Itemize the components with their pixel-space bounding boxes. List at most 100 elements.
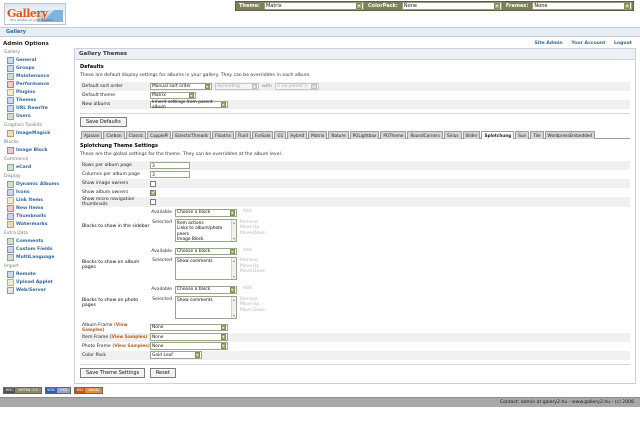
tab-floatrix[interactable]: Floatrix	[212, 131, 234, 139]
sidebar-item-imagemagick[interactable]: ImageMagick	[3, 129, 70, 137]
tab-carbon[interactable]: Carbon	[103, 131, 125, 139]
theme-select[interactable]: Matrix ▾	[263, 2, 364, 10]
album-selected-listbox[interactable]: Show comments ▴ ▾	[175, 257, 237, 280]
sidebar-item-upload-applet[interactable]: Upload Applet	[3, 278, 70, 286]
logout-link[interactable]: Logout	[614, 41, 632, 46]
photo-available-select[interactable]: Choose a block ▾	[175, 286, 237, 294]
sidebar-item-plugins[interactable]: Plugins	[3, 88, 70, 96]
sidebar-add-button[interactable]: Add	[243, 209, 252, 214]
tab-eclecticthreads[interactable]: EclecticThreads	[172, 131, 212, 139]
columns-per-album-page-input[interactable]: 3	[150, 170, 190, 179]
photo-selected-listbox[interactable]: Show comments ▴ ▾	[175, 295, 237, 319]
tab-pgtheme[interactable]: PGTheme	[380, 131, 407, 139]
sidebar-remove-button[interactable]: Remove	[240, 219, 258, 225]
tab-sirius[interactable]: Sirius	[443, 131, 462, 139]
site-admin-link[interactable]: Site Admin	[534, 41, 563, 46]
photo-remove-button[interactable]: Remove	[240, 296, 258, 302]
gallery-logo[interactable]: Gallery Your photos on your website	[4, 3, 66, 25]
item-frame-select[interactable]: None ▾	[150, 333, 228, 341]
list-item[interactable]: Item actions	[177, 220, 204, 226]
sidebar-item-image-block[interactable]: Image Block	[3, 146, 70, 154]
default-theme-select[interactable]: Matrix ▾	[150, 91, 196, 100]
tab-nature[interactable]: Nature	[328, 131, 349, 139]
sidebar-item-dynamic-albums[interactable]: Dynamic Albums	[3, 180, 70, 188]
sidebar-item-url-rewrite[interactable]: URL Rewrite	[3, 104, 70, 112]
album-add-button[interactable]: Add	[243, 247, 252, 253]
album-remove-button[interactable]: Remove	[240, 258, 258, 263]
photo-moveup-button[interactable]: Move Up	[240, 302, 260, 307]
photo-movedown-button[interactable]: Move Down	[240, 307, 266, 313]
tab-sun[interactable]: Sun	[515, 131, 530, 139]
sidebar-movedown-button[interactable]: Move Down	[240, 230, 266, 236]
tab-fluid[interactable]: Fluid	[234, 131, 251, 139]
tab-g1[interactable]: G1	[274, 131, 287, 139]
sidebar-available-select[interactable]: Choose a block ▾	[175, 209, 237, 217]
frames-select[interactable]: None ▾	[532, 2, 633, 10]
color-pack-select[interactable]: Gold Leaf ▾	[150, 351, 202, 359]
tab-splotchung[interactable]: Splotchung	[481, 131, 515, 139]
sidebar-item-watermarks[interactable]: Watermarks	[3, 220, 70, 228]
colorpack-select[interactable]: None ▾	[401, 2, 502, 10]
tab-roundcorners[interactable]: RoundCorners	[407, 131, 443, 139]
breadcrumb-root[interactable]: Gallery	[6, 29, 27, 35]
sidebar-item-groups[interactable]: Groups	[3, 64, 70, 72]
show-micro-nav-thumbnails-checkbox[interactable]	[150, 199, 156, 205]
item-frame-view-samples-link[interactable]: (View Samples)	[109, 334, 148, 340]
scrollbar[interactable]: ▴ ▾	[231, 258, 236, 279]
sort-direction-select[interactable]: Ascending ▾	[215, 82, 259, 91]
sidebar-item-icons[interactable]: Icons	[3, 188, 70, 196]
sidebar-item-comments[interactable]: Comments	[3, 237, 70, 245]
tab-matrix[interactable]: Matrix	[308, 131, 328, 139]
tab-pglightbox[interactable]: PGLightbox	[349, 131, 380, 139]
sidebar-item-link-items[interactable]: Link Items	[3, 196, 70, 204]
tab-copplepi[interactable]: CopplePi	[147, 131, 172, 139]
scrollbar[interactable]: ▴ ▾	[231, 296, 236, 318]
sidebar-selected-listbox[interactable]: Item actions Links to album/photo peers …	[175, 218, 237, 242]
list-item[interactable]: Image Block	[177, 237, 204, 242]
sidebar-item-ecard[interactable]: eCard	[3, 163, 70, 171]
sidebar-item-thumbnails[interactable]: Thumbnails	[3, 212, 70, 220]
photo-frame-view-samples-link[interactable]: (View Samples)	[112, 343, 150, 349]
tab-forsale[interactable]: ForSale	[251, 131, 274, 139]
sidebar-item-users[interactable]: Users	[3, 112, 70, 120]
sidebar-item-custom-fields[interactable]: Custom Fields	[3, 245, 70, 253]
sidebar-item-maintenance[interactable]: Maintenance	[3, 72, 70, 80]
your-account-link[interactable]: Your Account	[571, 41, 606, 46]
save-defaults-button[interactable]: Save Defaults	[80, 117, 127, 127]
album-moveup-button[interactable]: Move Up	[240, 263, 260, 269]
album-frame-view-samples-link[interactable]: (View Samples)	[82, 322, 128, 333]
sidebar-item-general[interactable]: General	[3, 56, 70, 64]
tab-ajaxian[interactable]: Ajaxian	[81, 131, 103, 139]
tab-slider[interactable]: Slider	[462, 131, 481, 139]
save-theme-settings-button[interactable]: Save Theme Settings	[80, 367, 146, 378]
sidebar-item-new-items[interactable]: New Items	[3, 204, 70, 212]
list-item[interactable]: Show comments	[177, 297, 213, 303]
scrollbar[interactable]: ▴ ▾	[231, 219, 236, 241]
tab-hybrid[interactable]: Hybrid	[287, 131, 308, 139]
show-image-owners-checkbox[interactable]	[150, 180, 156, 187]
list-item[interactable]: Links to album/photo peers	[177, 226, 223, 237]
album-movedown-button[interactable]: Move Down	[240, 269, 266, 274]
sidebar-moveup-button[interactable]: Move Up	[240, 225, 260, 230]
sidebar-item-themes[interactable]: Themes	[3, 96, 70, 104]
sidebar-item-performance[interactable]: Performance	[3, 80, 70, 88]
album-available-select[interactable]: Choose a block ▾	[175, 247, 237, 255]
photo-frame-select[interactable]: None ▾	[150, 342, 228, 350]
list-item[interactable]: Show comments	[177, 259, 213, 264]
photo-add-button[interactable]: Add	[243, 286, 252, 291]
tab-classic[interactable]: Classic	[125, 131, 147, 139]
sidebar-item-multilanguage[interactable]: MultiLanguage	[3, 253, 70, 261]
sidebar-item-web-server[interactable]: Web/Server	[3, 286, 70, 294]
sort-preset-select[interactable]: < no preset > ▾	[274, 82, 319, 91]
default-sort-order-select[interactable]: Manual sort order ▾	[150, 82, 212, 91]
album-frame-select[interactable]: None ▾	[150, 323, 228, 332]
reset-button[interactable]: Reset	[149, 367, 176, 378]
tab-wordpressembedded[interactable]: WordpressEmbedded	[544, 131, 596, 139]
xhtml-badge[interactable]: W3C XHTML 1.0	[3, 386, 42, 394]
new-albums-select[interactable]: Inherit settings from parent album ▾	[150, 100, 228, 110]
tab-tile[interactable]: Tile	[530, 131, 544, 139]
rss-badge[interactable]: RSS VALID	[74, 386, 103, 394]
show-album-owners-checkbox[interactable]	[150, 189, 156, 196]
css-badge[interactable]: W3C CSS	[44, 386, 72, 394]
rows-per-album-page-input[interactable]: 3	[150, 161, 190, 170]
